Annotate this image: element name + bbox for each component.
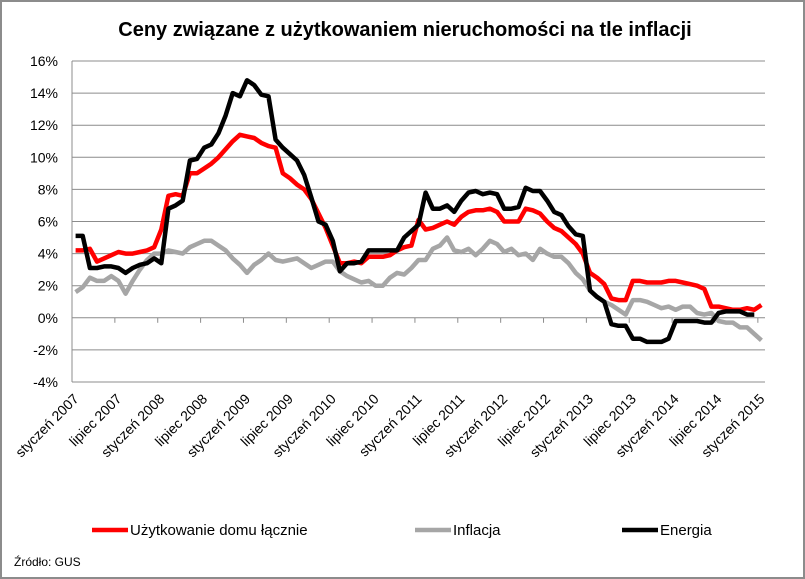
source-note: Źródło: GUS — [14, 554, 81, 569]
y-axis-ticks: 16% 14% 12% 10% 8% 6% 4% 2% 0% -2% -4% — [30, 53, 58, 390]
gridlines — [71, 60, 765, 383]
y-tick-label: 14% — [30, 85, 58, 101]
series-line-energia — [75, 78, 755, 345]
legend-label: Użytkowanie domu łącznie — [130, 522, 308, 539]
x-tick-label: styczeń 2007 — [12, 390, 82, 460]
y-tick-label: 2% — [38, 278, 58, 294]
y-tick-label: -2% — [33, 342, 58, 358]
chart-title: Ceny związane z użytkowaniem nieruchomoś… — [118, 19, 692, 41]
y-tick-label: 4% — [38, 246, 58, 262]
y-tick-label: 12% — [30, 117, 58, 133]
y-tick-label: 6% — [38, 214, 58, 230]
y-tick-label: -4% — [33, 374, 58, 390]
legend-label: Energia — [660, 522, 712, 539]
y-tick-label: 8% — [38, 181, 58, 197]
series-lines — [74, 78, 763, 345]
y-tick-label: 0% — [38, 310, 58, 326]
legend-label: Inflacja — [453, 522, 501, 539]
legend: Użytkowanie domu łącznie Inflacja Energia — [92, 522, 712, 539]
y-tick-label: 16% — [30, 53, 58, 69]
y-tick-label: 10% — [30, 149, 58, 165]
series-line-inflacja — [74, 235, 763, 342]
